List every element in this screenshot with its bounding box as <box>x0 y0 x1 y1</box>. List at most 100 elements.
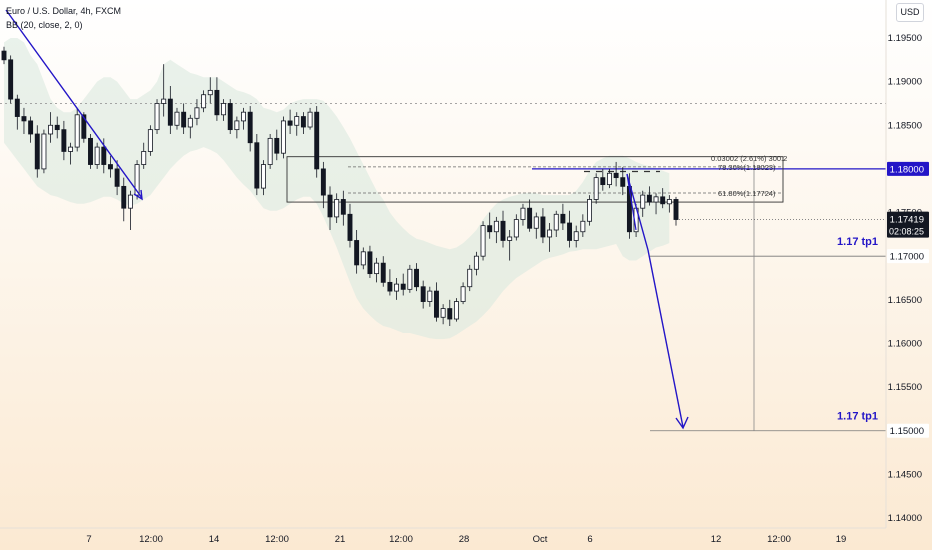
candle <box>307 107 313 130</box>
candle-body <box>607 172 612 186</box>
candle-body <box>320 168 326 196</box>
candle-body <box>520 207 526 220</box>
candle <box>553 210 559 237</box>
candle-body <box>101 146 107 165</box>
candle <box>533 212 539 239</box>
candle <box>620 167 626 196</box>
current-price-label: 1.17419 <box>890 215 924 226</box>
candle-body <box>347 213 353 241</box>
candle-body <box>28 120 34 135</box>
projection-line <box>647 249 684 428</box>
bb-area <box>4 38 670 340</box>
candle <box>666 195 672 213</box>
price-axis[interactable]: 1.195001.190001.185001.180001.175001.170… <box>885 0 922 528</box>
candle <box>387 269 393 296</box>
candle <box>280 116 286 159</box>
x-tick-label: 12:00 <box>265 534 289 545</box>
candle <box>8 55 14 104</box>
candle-body <box>453 301 459 320</box>
candle <box>673 196 679 226</box>
candle-body <box>74 114 80 148</box>
candle-body <box>447 308 453 320</box>
candle-body <box>8 59 14 100</box>
candle <box>453 298 459 322</box>
candle <box>207 77 213 104</box>
candle-body <box>34 133 40 170</box>
candle <box>613 161 619 187</box>
candle <box>41 129 47 174</box>
tp-label: 1.17 tp1 <box>837 411 878 423</box>
candle-body <box>267 137 273 165</box>
candle <box>48 112 54 143</box>
candle-body <box>427 290 433 302</box>
candle-body <box>1 50 7 61</box>
candle-body <box>334 199 340 218</box>
candle <box>74 107 80 152</box>
candle <box>493 216 499 244</box>
candle-body <box>374 262 380 275</box>
candle <box>540 208 546 244</box>
level-lines <box>0 103 886 432</box>
trend-line <box>5 9 143 199</box>
candle <box>194 99 200 126</box>
candle <box>1 46 7 65</box>
y-tick-label: 1.18500 <box>888 120 922 131</box>
countdown-label: 02:08:25 <box>889 227 924 237</box>
candle <box>440 304 446 325</box>
candle-body <box>314 111 320 170</box>
candle-body <box>473 255 479 270</box>
projection-line <box>626 173 637 231</box>
candle <box>181 103 187 134</box>
candle-body <box>533 216 539 229</box>
y-tick-label: 1.15500 <box>888 382 922 393</box>
candle-body <box>507 236 513 241</box>
candle-body <box>54 124 60 131</box>
candle <box>261 160 266 196</box>
currency-button[interactable]: USD <box>896 3 924 22</box>
current-price-bg <box>887 211 929 238</box>
candle-body <box>234 120 240 131</box>
candles <box>1 46 679 326</box>
candle-body <box>134 164 140 196</box>
candle <box>653 193 659 215</box>
candle-body <box>493 220 499 233</box>
candle-body <box>434 290 439 318</box>
candle-body <box>327 194 333 218</box>
x-tick-label: 12:00 <box>767 534 791 545</box>
candle-body <box>107 164 113 170</box>
candle-body <box>88 137 93 165</box>
candle-body <box>513 219 519 238</box>
time-axis[interactable]: 7 12:00 14 12:00 21 12:00 28 Oct 6 12 12:00 19 <box>0 527 886 545</box>
y-tick-label: 1.14500 <box>888 469 922 480</box>
candle <box>94 142 100 169</box>
candle-body <box>480 225 486 257</box>
candle-body <box>21 116 27 122</box>
candle-body <box>387 281 393 292</box>
candle <box>221 99 227 121</box>
y-tick-label: 1.16000 <box>888 338 922 349</box>
candle <box>274 129 280 161</box>
candle-body <box>613 172 619 179</box>
candle-body <box>600 177 606 186</box>
candle <box>334 193 340 224</box>
symbol-title[interactable]: Euro / U.S. Dollar, 4h, FXCM <box>6 6 122 16</box>
chart-legend: Euro / U.S. Dollar, 4h, FXCM BB (20, clo… <box>6 4 121 32</box>
candle <box>593 173 599 204</box>
candle-body <box>68 146 73 152</box>
candle-body <box>400 283 406 290</box>
candle <box>360 247 366 270</box>
candle <box>68 142 73 165</box>
indicator-label[interactable]: BB (20, close, 2, 0) <box>6 20 83 30</box>
candle-body <box>440 308 446 318</box>
candle <box>374 257 380 283</box>
level-tag-118: 1.18000 <box>890 164 924 175</box>
candle-body <box>187 117 193 128</box>
candle-body <box>360 251 366 266</box>
candle-body <box>221 103 227 116</box>
candle-body <box>81 114 87 139</box>
candle <box>367 245 373 278</box>
level-tag-117: 1.17000 <box>890 252 924 263</box>
candle-body <box>467 268 473 288</box>
